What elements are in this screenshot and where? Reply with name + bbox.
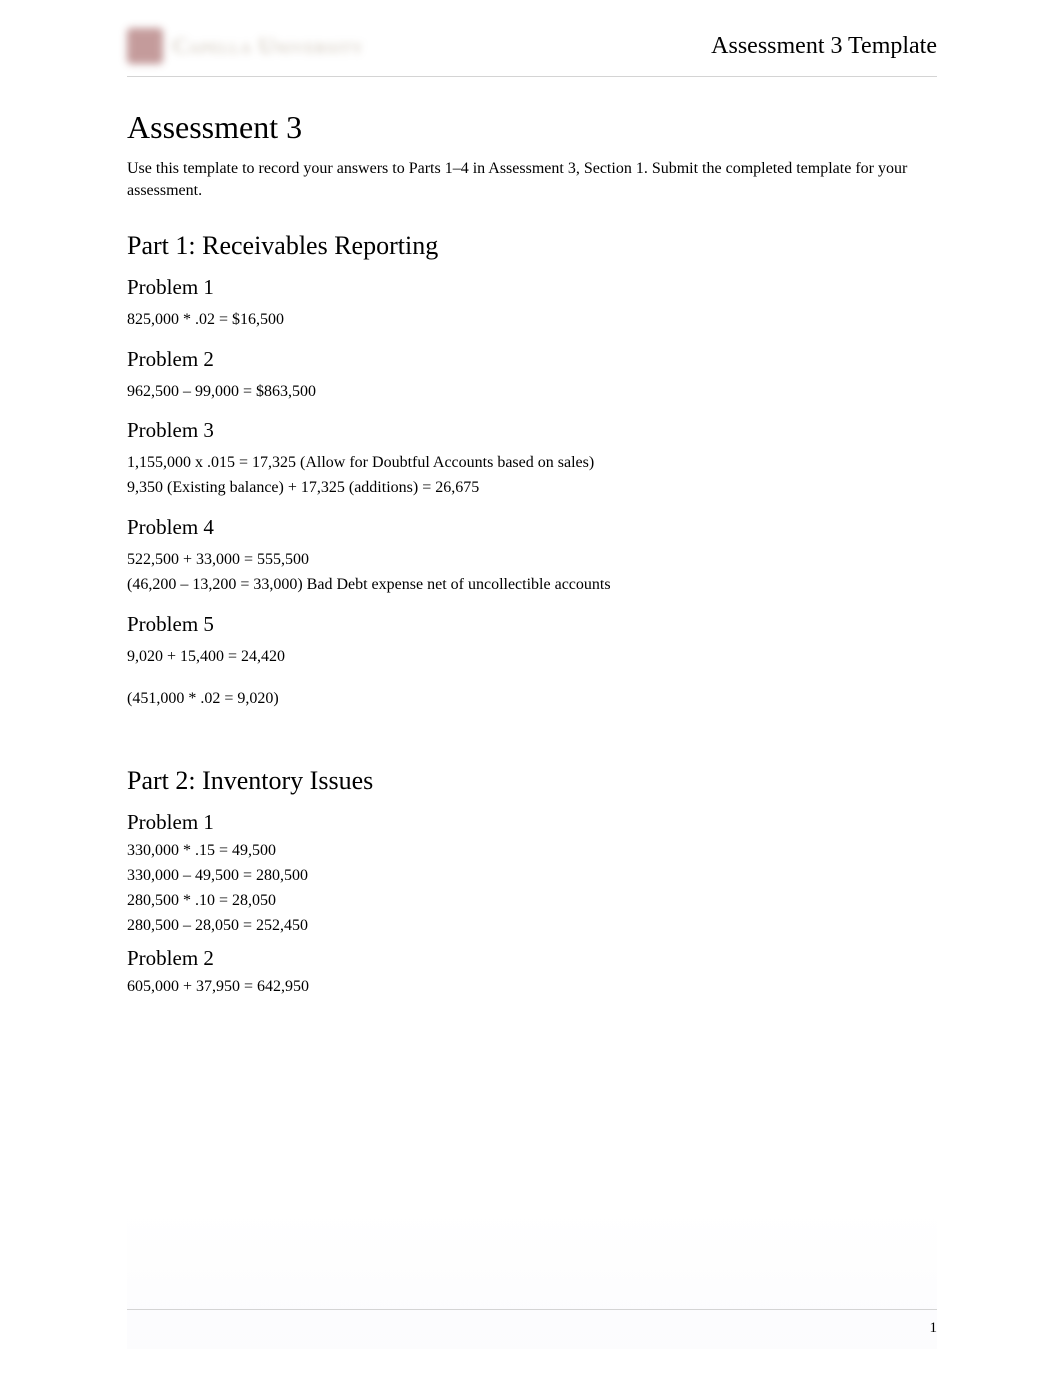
- problem-block: Problem 2 605,000 + 37,950 = 642,950: [127, 946, 937, 1000]
- problem-line: 962,500 – 99,000 = $863,500: [127, 380, 937, 405]
- part2-heading: Part 2: Inventory Issues: [127, 766, 937, 796]
- problem-title: Problem 5: [127, 612, 937, 637]
- problem-block: Problem 5 9,020 + 15,400 = 24,420 (451,0…: [127, 612, 937, 713]
- problem-block: Problem 3 1,155,000 x .015 = 17,325 (All…: [127, 418, 937, 501]
- problem-title: Problem 4: [127, 515, 937, 540]
- logo: Capella University: [127, 28, 364, 64]
- problem-line: 9,350 (Existing balance) + 17,325 (addit…: [127, 476, 937, 501]
- problem-title: Problem 1: [127, 275, 937, 300]
- page-number: 1: [930, 1320, 938, 1336]
- problem-title: Problem 3: [127, 418, 937, 443]
- problem-block: Problem 2 962,500 – 99,000 = $863,500: [127, 347, 937, 405]
- problem-line: 605,000 + 37,950 = 642,950: [127, 975, 937, 1000]
- problem-line: 280,500 * .10 = 28,050: [127, 889, 937, 914]
- problem-block: Problem 1 330,000 * .15 = 49,500 330,000…: [127, 810, 937, 938]
- problem-title: Problem 1: [127, 810, 937, 835]
- problem-line: 330,000 – 49,500 = 280,500: [127, 864, 937, 889]
- logo-text: Capella University: [173, 33, 364, 59]
- problem-block: Problem 4 522,500 + 33,000 = 555,500 (46…: [127, 515, 937, 598]
- problem-line: 1,155,000 x .015 = 17,325 (Allow for Dou…: [127, 451, 937, 476]
- page-header: Capella University Assessment 3 Template: [127, 28, 937, 77]
- page-footer: 1: [127, 1309, 937, 1337]
- part1-heading: Part 1: Receivables Reporting: [127, 231, 937, 261]
- problem-block: Problem 1 825,000 * .02 = $16,500: [127, 275, 937, 333]
- problem-line: 522,500 + 33,000 = 555,500: [127, 548, 937, 573]
- problem-title: Problem 2: [127, 347, 937, 372]
- problem-title: Problem 2: [127, 946, 937, 971]
- problem-line: (451,000 * .02 = 9,020): [127, 687, 937, 712]
- header-title: Assessment 3 Template: [711, 33, 937, 60]
- page-title: Assessment 3: [127, 109, 937, 146]
- problem-line: 330,000 * .15 = 49,500: [127, 839, 937, 864]
- problem-line: 825,000 * .02 = $16,500: [127, 308, 937, 333]
- problem-line: 9,020 + 15,400 = 24,420: [127, 645, 937, 670]
- intro-text: Use this template to record your answers…: [127, 158, 937, 203]
- shield-icon: [127, 28, 163, 64]
- problem-line: 280,500 – 28,050 = 252,450: [127, 914, 937, 939]
- problem-line: (46,200 – 13,200 = 33,000) Bad Debt expe…: [127, 573, 937, 598]
